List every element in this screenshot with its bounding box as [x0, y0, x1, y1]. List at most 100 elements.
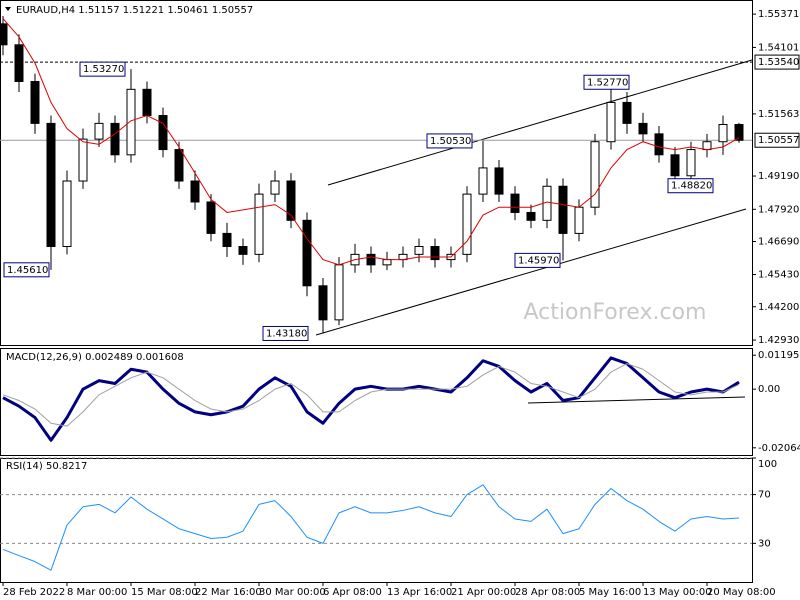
moving-average — [2, 18, 740, 266]
candle-body — [414, 246, 424, 255]
candle-body — [382, 259, 392, 266]
annotation-box — [667, 178, 714, 194]
annotation-box — [262, 325, 309, 341]
x-tick-label: 22 Mar 16:00 — [195, 587, 262, 598]
x-tick-label: 13 Apr 16:00 — [387, 587, 452, 598]
x-tick-label: 28 Feb 2022 — [3, 587, 65, 598]
annotation-label: 1.45970 — [518, 255, 559, 266]
y-tick-label: 1.44200 — [758, 302, 799, 313]
candle-body — [302, 219, 312, 287]
candle-body — [462, 193, 472, 255]
candle-body — [606, 101, 616, 143]
x-tick-label: 28 Apr 08:00 — [515, 587, 580, 598]
candle-body — [46, 122, 56, 248]
x-tick-label: 21 Apr 00:00 — [451, 587, 516, 598]
price-level-label: 1.50557 — [758, 135, 799, 146]
x-tick-label: 5 May 16:00 — [579, 587, 641, 598]
candle-body — [222, 232, 232, 248]
candle-body — [510, 193, 520, 213]
candle-body — [238, 246, 248, 255]
annotation-label: 1.50530 — [430, 136, 471, 147]
candle-body — [478, 167, 488, 195]
candle-body — [318, 285, 328, 321]
x-tick-label: 20 May 08:00 — [707, 587, 776, 598]
line-series — [2, 363, 740, 427]
y-tick-label: 0.00 — [758, 384, 780, 395]
candle-body — [686, 149, 696, 177]
y-tick-label: 1.51563 — [758, 109, 799, 120]
candle-body — [14, 44, 24, 82]
y-tick-label: 1.55371 — [758, 9, 799, 20]
y-tick-label: 1.47920 — [758, 204, 799, 215]
candle-body — [670, 154, 680, 177]
y-tick-label: 1.45430 — [758, 270, 799, 281]
y-tick-label: 100 — [758, 459, 777, 470]
y-tick-label: 1.49190 — [758, 171, 799, 182]
watermark: ActionForex.com — [524, 300, 707, 325]
y-tick-label: 1.54101 — [758, 42, 799, 53]
rsi-panel — [0, 458, 753, 583]
annotation-label: 1.45610 — [7, 265, 48, 276]
candle-body — [270, 180, 280, 195]
candle-body — [0, 23, 8, 46]
menu-arrow — [5, 7, 11, 11]
candle-body — [174, 149, 184, 182]
candle-body — [110, 122, 120, 156]
y-tick-label: 1.46690 — [758, 237, 799, 248]
candle-body — [30, 80, 40, 124]
candle-body — [718, 124, 728, 143]
candle-body — [526, 211, 536, 221]
candle-body — [206, 201, 216, 234]
annotation-label: 1.52770 — [587, 77, 628, 88]
rsi-title: RSI(14) 50.8217 — [6, 461, 87, 472]
y-tick-label: 1.42930 — [758, 335, 799, 346]
annotation-box — [3, 262, 50, 278]
y-tick-label: -0.020649 — [758, 443, 800, 454]
annotation-box — [79, 61, 126, 77]
macd-trendline — [527, 396, 746, 404]
x-tick-label: 15 Mar 08:00 — [131, 587, 198, 598]
x-tick-label: 6 Apr 08:00 — [323, 587, 382, 598]
candle-body — [622, 101, 632, 124]
candle-body — [494, 167, 504, 195]
candle-body — [654, 133, 664, 156]
x-tick-label: 8 Mar 00:00 — [67, 587, 127, 598]
candle-body — [366, 253, 376, 266]
candle-body — [574, 206, 584, 234]
candle-body — [190, 180, 200, 203]
line-series — [2, 484, 740, 571]
candle-body — [734, 124, 744, 141]
macd-title: MACD(12,26,9) 0.002489 0.001608 — [6, 352, 184, 363]
annotation-label: 1.48820 — [671, 181, 712, 192]
annotation-label: 1.53270 — [83, 64, 124, 75]
candle-body — [702, 141, 712, 151]
candle-body — [126, 88, 136, 156]
candle-body — [430, 246, 440, 261]
candle-body — [638, 122, 648, 135]
price-level-label: 1.53540 — [758, 57, 799, 68]
annotation-box — [583, 74, 630, 90]
candle-body — [254, 193, 264, 255]
candle-body — [286, 180, 296, 221]
macd-panel — [0, 348, 753, 456]
candle-body — [62, 180, 72, 248]
x-tick-label: 13 May 00:00 — [643, 587, 712, 598]
price-level-box — [754, 54, 800, 70]
annotation-label: 1.43180 — [266, 328, 307, 339]
candle-body — [590, 141, 600, 208]
candle-body — [158, 115, 168, 151]
channel-lower — [315, 208, 747, 336]
candle-body — [142, 88, 152, 117]
channel-upper — [327, 59, 753, 186]
candle-body — [94, 122, 104, 140]
line-series — [2, 356, 740, 442]
main-panel — [0, 0, 753, 346]
y-tick-label: 70 — [758, 490, 771, 501]
y-tick-label: 0.011958 — [758, 350, 800, 361]
candle-body — [558, 185, 568, 234]
price-level-box — [754, 132, 800, 148]
chart-title: EURAUD,H4 1.51157 1.51221 1.50461 1.5055… — [16, 5, 253, 16]
x-tick-label: 30 Mar 00:00 — [259, 587, 326, 598]
annotation-box — [426, 133, 473, 149]
